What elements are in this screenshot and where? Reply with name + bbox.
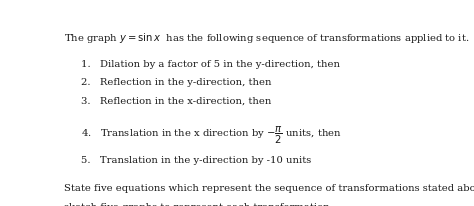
Text: 5.   Translation in the y-direction by -10 units: 5. Translation in the y-direction by -10… bbox=[82, 156, 311, 165]
Text: 2.   Reflection in the y-direction, then: 2. Reflection in the y-direction, then bbox=[82, 78, 272, 87]
Text: The graph $\mathit{y} = \mathrm{sin}\,\mathit{x}$  has the following sequence of: The graph $\mathit{y} = \mathrm{sin}\,\m… bbox=[64, 31, 469, 45]
Text: sketch five graphs to represent each transformation.: sketch five graphs to represent each tra… bbox=[64, 202, 332, 206]
Text: 1.   Dilation by a factor of 5 in the y-direction, then: 1. Dilation by a factor of 5 in the y-di… bbox=[82, 60, 340, 69]
Text: 4.   Translation in the x direction by $-\dfrac{\pi}{2}$ units, then: 4. Translation in the x direction by $-\… bbox=[82, 124, 342, 145]
Text: State five equations which represent the sequence of transformations stated abov: State five equations which represent the… bbox=[64, 183, 474, 192]
Text: 3.   Reflection in the x-direction, then: 3. Reflection in the x-direction, then bbox=[82, 96, 272, 105]
